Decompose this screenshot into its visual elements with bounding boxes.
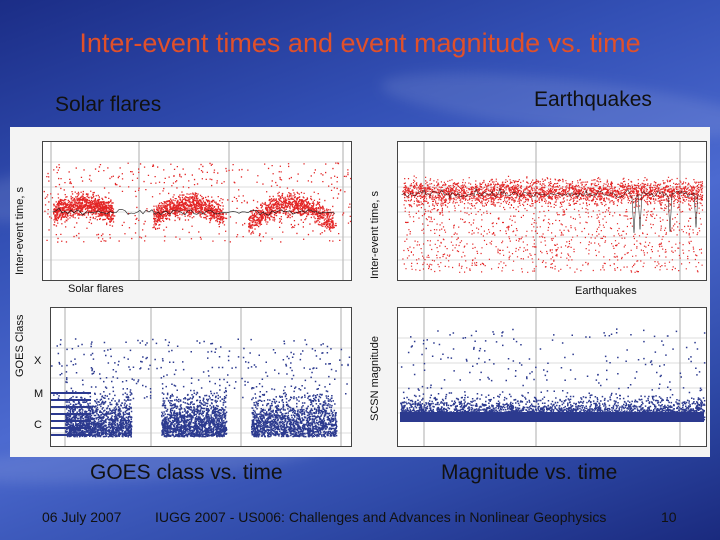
goes-class-ylabel: GOES Class [14,314,26,377]
magnitude-caption: Magnitude vs. time [441,461,618,484]
goes-class-panel: GOES Class X M C [10,297,355,457]
solar-interevent-panel: Inter-event time, s Solar flares [10,127,355,295]
quake-magnitude-ylabel: SCSN magnitude [369,336,381,421]
footer-page-number: 10 [661,509,677,525]
solar-flares-panel-label: Solar flares [66,283,126,295]
slide-title: Inter-event times and event magnitude vs… [79,28,641,58]
footer-date: 06 July 2007 [42,509,122,525]
solar-interevent-scatter [43,142,351,280]
goes-class-scatter [51,308,351,446]
solar-interevent-ylabel: Inter-event time, s [14,186,26,275]
goes-caption: GOES class vs. time [90,461,283,484]
class-m-label: M [32,388,46,400]
quake-interevent-panel: Inter-event time, s Earthquakes [365,127,710,297]
solar-flares-heading: Solar flares [55,93,162,116]
earthquakes-heading: Earthquakes [534,88,652,111]
earthquakes-panel-label: Earthquakes [573,285,639,297]
composite-figure: Inter-event time, s Solar flares Inter-e… [10,127,710,457]
class-x-label: X [32,355,44,367]
quake-interevent-ylabel: Inter-event time, s [369,190,381,279]
quake-magnitude-scatter [398,308,706,446]
class-c-label: C [32,419,44,431]
footer-conference: IUGG 2007 - US006: Challenges and Advanc… [155,509,607,525]
quake-interevent-scatter [398,142,706,280]
quake-magnitude-panel: SCSN magnitude [365,297,710,457]
